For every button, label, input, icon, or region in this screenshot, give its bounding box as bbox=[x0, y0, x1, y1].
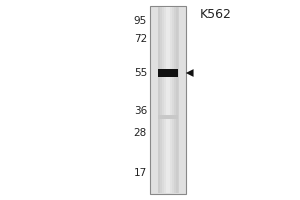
Text: 95: 95 bbox=[134, 16, 147, 26]
Bar bbox=[158, 7, 160, 193]
Bar bbox=[150, 6, 186, 194]
Bar bbox=[158, 69, 178, 77]
Bar bbox=[168, 7, 170, 193]
Bar bbox=[174, 7, 176, 193]
Bar bbox=[160, 7, 162, 193]
Text: 36: 36 bbox=[134, 106, 147, 116]
Bar bbox=[158, 7, 178, 193]
Text: 72: 72 bbox=[134, 34, 147, 44]
Text: 28: 28 bbox=[134, 128, 147, 138]
Text: 17: 17 bbox=[134, 168, 147, 178]
Bar bbox=[170, 7, 172, 193]
Text: K562: K562 bbox=[200, 8, 232, 21]
Bar bbox=[164, 7, 166, 193]
Bar bbox=[158, 115, 178, 119]
Text: 55: 55 bbox=[134, 68, 147, 78]
Bar bbox=[176, 7, 178, 193]
Bar bbox=[172, 7, 174, 193]
Bar bbox=[166, 7, 168, 193]
Bar bbox=[162, 7, 164, 193]
